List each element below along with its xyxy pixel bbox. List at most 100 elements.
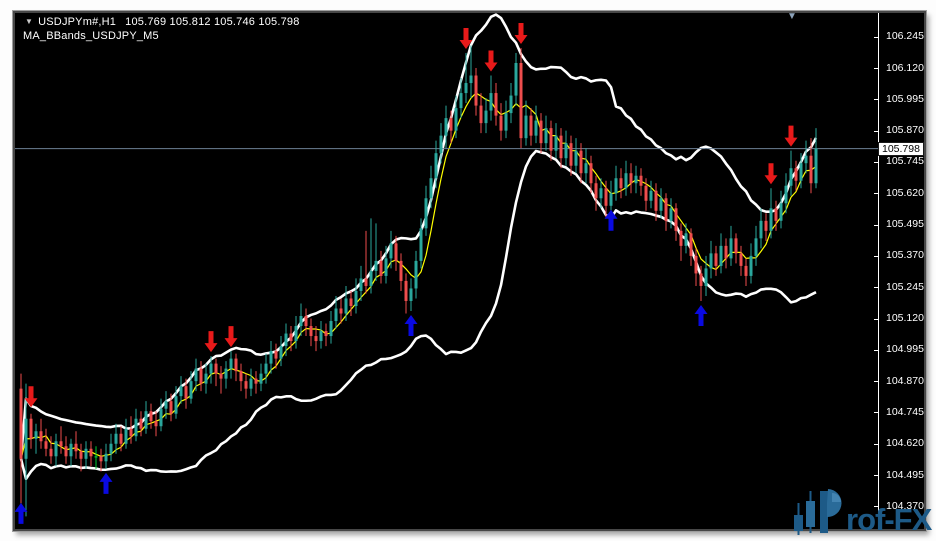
candle-body [744, 265, 748, 276]
chart-header: ▼ USDJPYm#,H1 105.769 105.812 105.746 105.… [25, 16, 300, 28]
axis-tick-mark [874, 224, 879, 226]
candle-body [99, 456, 103, 462]
candle-body [89, 448, 93, 457]
axis-label: 105.495 [886, 218, 924, 231]
candle-body [674, 208, 678, 231]
candle-body [454, 108, 458, 131]
candle-body [49, 448, 53, 457]
candle-body [749, 255, 753, 276]
candle-body [474, 75, 478, 106]
candle-body [539, 120, 543, 144]
candle-body [289, 333, 293, 342]
candle-body [164, 401, 168, 409]
axis-tick-mark [874, 443, 879, 445]
candle-body [224, 368, 228, 379]
axis-tick-mark [874, 68, 879, 69]
candle-body [779, 203, 783, 221]
candle-body [524, 115, 528, 139]
candle-body [424, 198, 428, 229]
candle-body [574, 150, 578, 166]
candle-body [79, 451, 83, 459]
candle-body [329, 321, 333, 337]
buy-signal-arrow-icon [604, 209, 618, 231]
candle-body [24, 418, 28, 459]
price-chart-canvas[interactable] [15, 13, 878, 529]
candle-body [19, 388, 23, 459]
candle-body [339, 308, 343, 314]
candle-body [244, 381, 248, 389]
candle-body [394, 243, 398, 261]
symbol-dropdown-icon[interactable]: ▼ [25, 17, 34, 26]
candle-body [759, 220, 763, 239]
buy-signal-arrow-icon [99, 472, 113, 494]
axis-label: 104.870 [886, 374, 924, 387]
candle-body [169, 401, 173, 414]
candle-body [644, 185, 648, 201]
candle-body [814, 148, 818, 184]
candle-body [364, 278, 368, 286]
axis-tick-mark [874, 475, 879, 477]
candle-body [529, 115, 533, 136]
candle-body [594, 183, 598, 199]
candle-body [489, 93, 493, 111]
candle-body [354, 290, 358, 306]
candle-body [119, 433, 123, 444]
axis-label: 104.495 [886, 468, 924, 481]
candle-body [384, 258, 388, 276]
candle-body [619, 178, 623, 189]
candle-body [624, 173, 628, 189]
candle-body [139, 418, 143, 429]
candle-body [34, 431, 38, 439]
candle-body [239, 371, 243, 382]
candle-body [569, 143, 573, 166]
sell-signal-arrow-icon [24, 386, 38, 408]
candle-body [799, 163, 803, 181]
candle-body [434, 153, 438, 179]
candle-body [694, 255, 698, 274]
buy-signal-arrow-icon [404, 314, 418, 336]
candle-body [664, 198, 668, 221]
axis-label: 105.745 [886, 155, 924, 168]
candle-body [614, 178, 618, 194]
candle-body [399, 260, 403, 281]
candle-body [719, 245, 723, 266]
candle-body [199, 368, 203, 384]
candle-body [54, 441, 58, 457]
candle-body [144, 411, 148, 429]
candle-body [319, 331, 323, 342]
candle-body [809, 155, 813, 184]
axis-tick-mark [874, 506, 879, 508]
candle-body [29, 418, 33, 439]
candle-body [269, 351, 273, 364]
axis-tick-mark [874, 99, 879, 101]
candle-body [769, 208, 773, 231]
candle-body [389, 243, 393, 259]
candle-body [544, 128, 548, 144]
candle-body [84, 448, 88, 459]
candle-body [124, 428, 128, 444]
candle-body [159, 408, 163, 427]
candle-body [459, 93, 463, 109]
candle-body [804, 155, 808, 164]
chart-shift-marker-icon[interactable]: ▼ [787, 11, 797, 22]
sell-signal-arrow-icon [784, 125, 798, 147]
chart-window: ▼ USDJPYm#,H1 105.769 105.812 105.746 105.… [13, 11, 926, 531]
axis-label: 105.620 [886, 186, 924, 199]
candle-body [404, 280, 408, 301]
candle-body [429, 178, 433, 199]
candle-body [514, 63, 518, 96]
candle-body [414, 260, 418, 289]
candle-body [504, 113, 508, 131]
candle-body [564, 143, 568, 159]
price-axis[interactable]: 105.798 106.245 106.120 105.995 105.870 105.… [874, 13, 924, 529]
candle-body [299, 316, 303, 327]
candle-body [484, 110, 488, 124]
candle-body [274, 351, 278, 359]
candle-body [209, 363, 213, 374]
buy-signal-arrow-icon [15, 502, 28, 524]
candle-body [554, 135, 558, 151]
candle-body [314, 336, 318, 342]
candle-body [464, 83, 468, 94]
axis-tick-mark [874, 255, 879, 257]
candle-body [599, 188, 603, 199]
